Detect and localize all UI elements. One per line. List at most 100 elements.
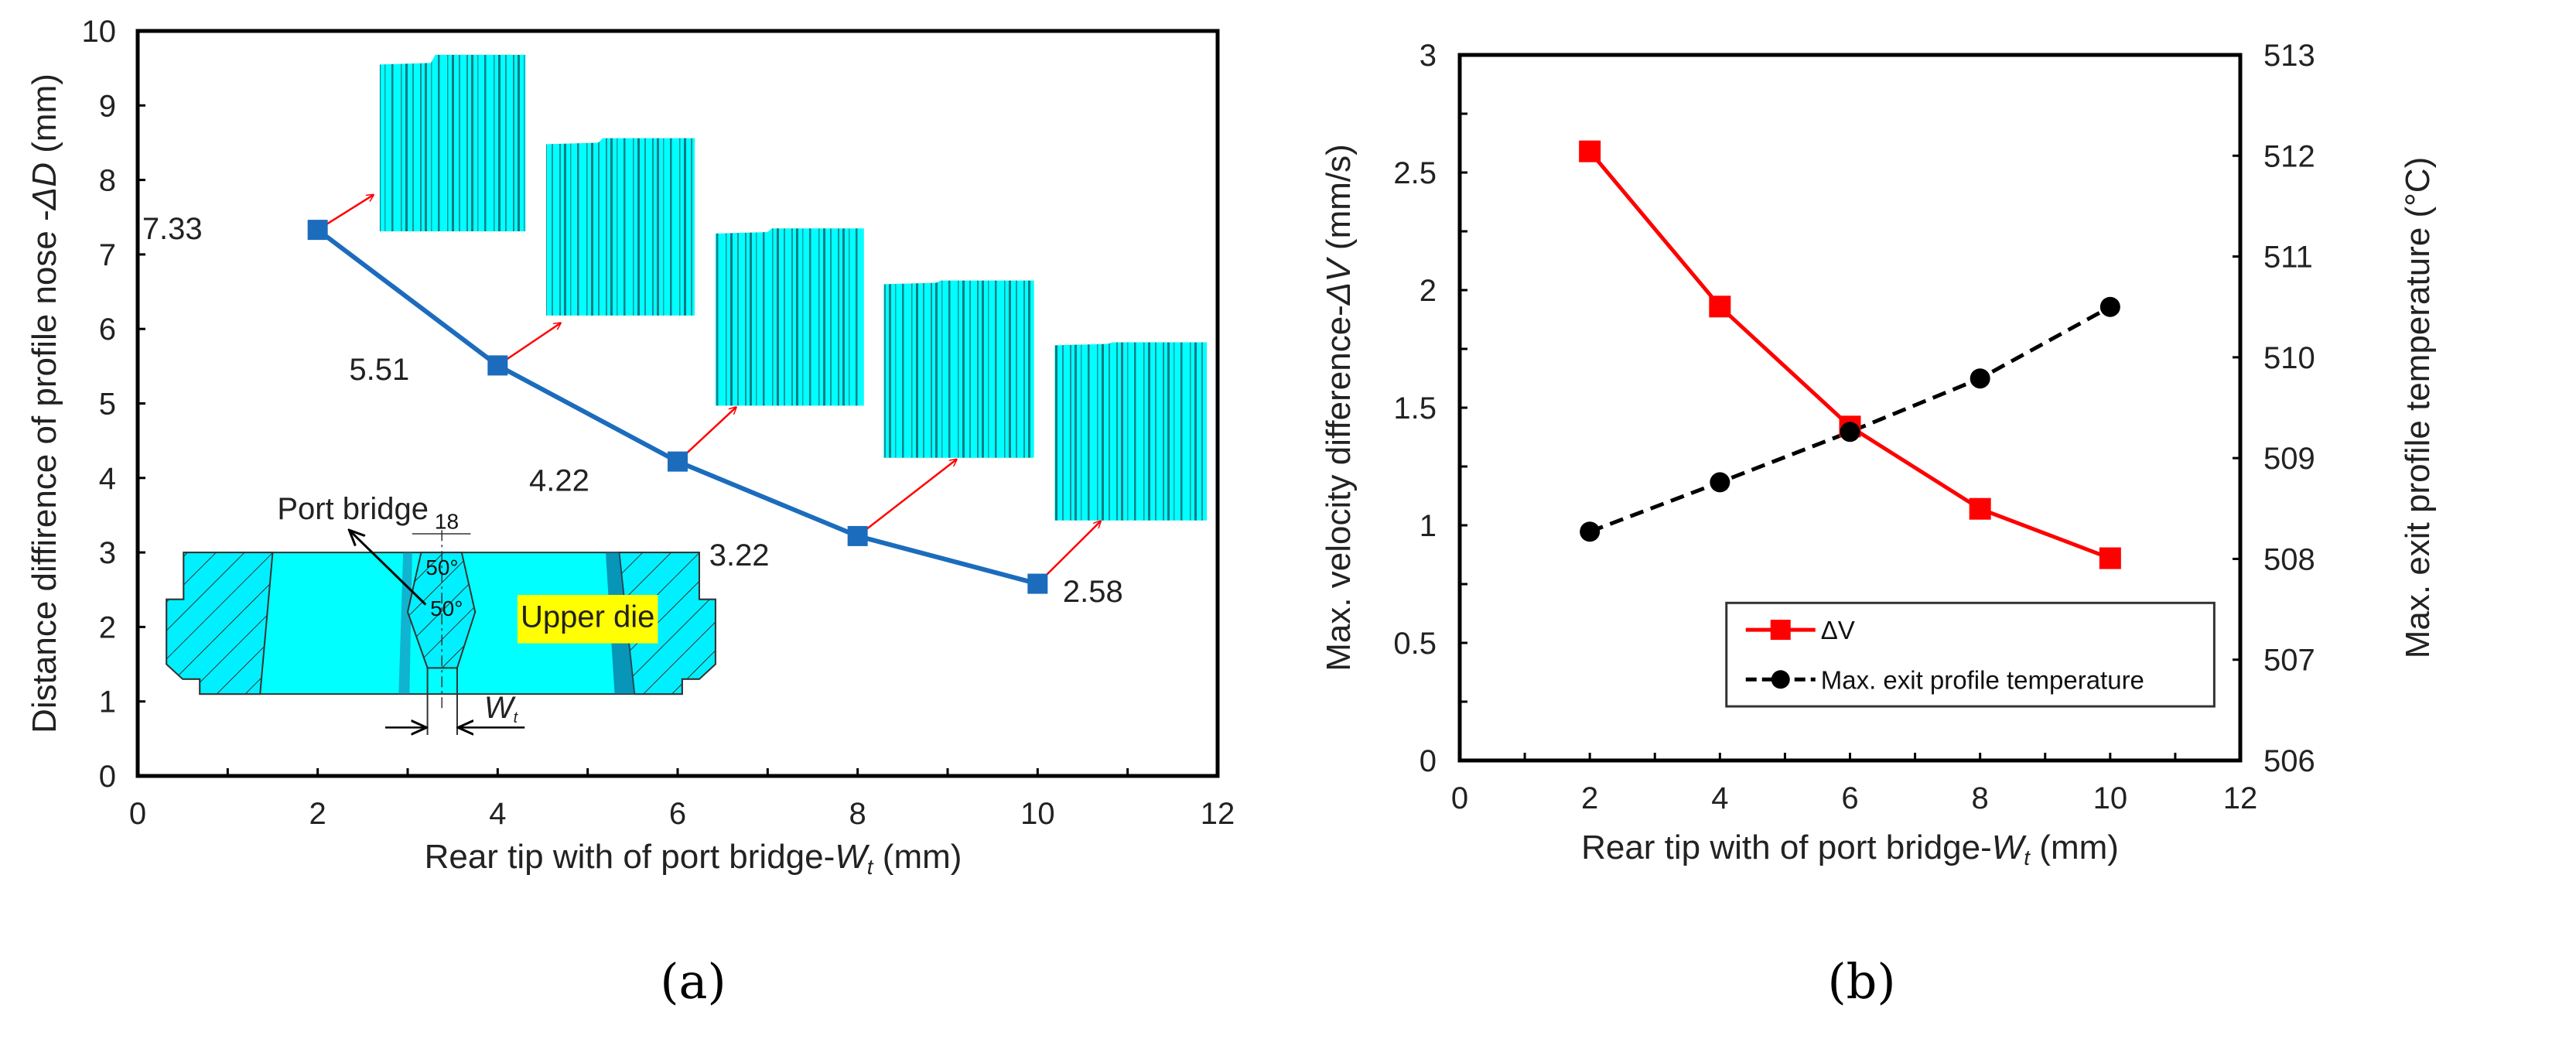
die-hatch-left: [166, 552, 274, 695]
y-tick-label: 3: [99, 536, 116, 570]
data-point-exit-temperature: [1710, 472, 1730, 493]
port-bridge-arrow: [349, 530, 427, 606]
text-span: W: [484, 691, 516, 725]
legend-marker-delta-v: [1770, 620, 1791, 641]
x-tick-label: 0: [1451, 781, 1468, 815]
x-axis-title: Rear tip with of port bridge-Wt (mm): [1581, 829, 2119, 870]
data-point-delta-v: [1579, 140, 1601, 162]
data-point-exit-temperature: [1580, 521, 1601, 542]
y-tick-label: 2.5: [1393, 156, 1437, 190]
data-label: 2.58: [1063, 575, 1123, 609]
y-axis-title: Max. velocity difference-ΔV (mm/s): [1320, 144, 1358, 672]
data-point-delta-v: [1709, 296, 1731, 318]
profile-shape-inset-1: [379, 54, 526, 232]
y-tick-label: 7: [99, 238, 116, 272]
data-label: 3.22: [709, 538, 770, 572]
y-tick-label: 8: [99, 164, 116, 198]
y-tick-label: 0.5: [1393, 627, 1437, 661]
y2-tick-label: 513: [2263, 39, 2315, 73]
legend: ΔV Max. exit profile temperature: [1725, 601, 2216, 708]
y-tick-label: 3: [1420, 39, 1437, 73]
text-span: t: [2024, 846, 2031, 870]
text-span: Rear tip with of port bridge-: [1581, 829, 1992, 866]
profile-shape-inset-5: [1054, 342, 1208, 521]
data-label: 4.22: [529, 464, 589, 498]
data-point-delta-d: [487, 355, 508, 376]
y2-tick-label: 509: [2263, 442, 2315, 476]
text-span: W: [1992, 829, 2027, 866]
panel-label-a: (a): [660, 953, 726, 1010]
die-label-box: [517, 594, 658, 644]
data-label: 5.51: [349, 353, 409, 387]
x-tick-label: 8: [1972, 781, 1989, 815]
data-point-delta-d: [847, 525, 868, 546]
text-span: (mm): [26, 73, 63, 162]
data-point-delta-v: [2099, 547, 2121, 569]
text-span: t: [514, 709, 519, 726]
y-tick-label: 1: [99, 685, 116, 719]
x-axis-title: Rear tip with of port bridge-Wt (mm): [425, 838, 962, 879]
legend-marker-exit-temperature: [1771, 670, 1790, 689]
y-tick-label: 0: [99, 760, 116, 794]
pointer-arrow-2: [497, 323, 560, 367]
y2-tick-label: 510: [2263, 341, 2315, 375]
y-axis-title: Distance diffirence of profile nose -ΔD …: [26, 73, 63, 733]
y-tick-label: 5: [99, 388, 116, 422]
text-span: t: [867, 855, 874, 879]
data-point-delta-d: [1027, 573, 1048, 594]
text-span: (mm): [2030, 829, 2119, 866]
legend-label-exit-temperature: Max. exit profile temperature: [1821, 665, 2144, 694]
pointer-arrow-5: [1037, 521, 1100, 585]
legend-label-delta-v: ΔV: [1821, 616, 1855, 644]
x-tick-label: 12: [1201, 797, 1235, 831]
upper-die-diagram: Upper die Port bridge 18 50° 50° Wt: [166, 492, 716, 735]
die-label: Upper die: [521, 600, 654, 634]
data-point-delta-d: [668, 451, 688, 472]
y-tick-label: 9: [99, 89, 116, 123]
pointer-arrow-4: [856, 460, 957, 537]
text-span: (mm/s): [1320, 144, 1358, 259]
y-tick-label: 1: [1420, 509, 1437, 543]
y2-tick-label: 506: [2263, 744, 2315, 778]
profile-shape-inset-3: [715, 228, 864, 406]
legend-box: [1725, 601, 2216, 708]
profile-shape-inset-2: [546, 138, 695, 316]
series-line-delta-v: [1588, 150, 2111, 560]
chart-b: 0 2 4 6 8 10 12 0 0.5 1 1.5 2 2.5 3 506 507 508 509 510 511…: [1320, 39, 2437, 1010]
x-tick-label: 8: [849, 797, 866, 831]
text-span: ΔD: [26, 162, 63, 210]
x-tick-label: 2: [309, 797, 326, 831]
panel-label-b: (b): [1827, 953, 1895, 1010]
data-point-delta-d: [307, 220, 328, 241]
text-span: Distance diffirence of profile nose -: [26, 210, 63, 733]
y-tick-label: 10: [82, 15, 117, 49]
text-span: W: [835, 838, 869, 876]
y2-tick-label: 508: [2263, 542, 2315, 576]
y2-tick-label: 507: [2263, 644, 2315, 678]
angle-top-label: 50°: [425, 555, 458, 579]
y-tick-label: 2: [99, 610, 116, 644]
y2-tick-label: 512: [2263, 139, 2315, 173]
width-label: Wt: [484, 691, 519, 726]
text-span: (mm): [873, 838, 962, 876]
x-tick-label: 4: [489, 797, 506, 831]
x-tick-label: 2: [1581, 781, 1598, 815]
x-tick-label: 0: [129, 797, 146, 831]
y-tick-label: 1.5: [1393, 391, 1437, 425]
die-hatch-right: [618, 552, 716, 695]
data-label: 7.33: [142, 212, 203, 246]
dimension-label: 18: [435, 509, 459, 533]
y-tick-label: 4: [99, 462, 116, 496]
text-span: ΔV: [1320, 257, 1358, 306]
y-tick-label: 2: [1420, 274, 1437, 308]
x-tick-label: 6: [1841, 781, 1858, 815]
angle-bottom-label: 50°: [430, 596, 463, 620]
series-line-exit-temperature: [1589, 305, 2112, 534]
x-tick-label: 12: [2223, 781, 2258, 815]
profile-shape-inset-4: [883, 280, 1034, 458]
y2-axis-title: Max. exit profile temperature (°C): [2399, 157, 2437, 658]
x-tick-label: 6: [669, 797, 686, 831]
port-bridge-label: Port bridge: [277, 492, 429, 526]
